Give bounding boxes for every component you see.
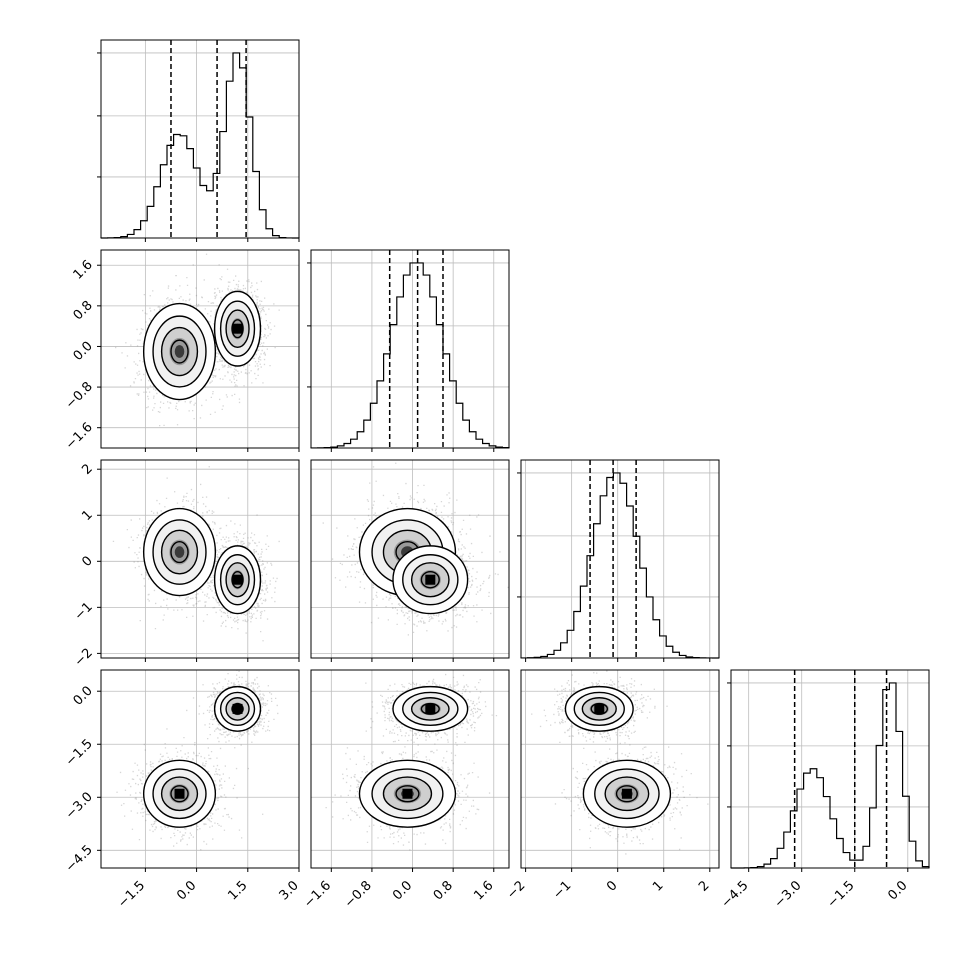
scatter-panel-2-0 — [100, 459, 300, 659]
panel-frame-1-0 — [100, 249, 300, 449]
contour-line-3-1-1-0 — [392, 685, 469, 732]
density-fill-2-0-0-4 — [174, 546, 185, 558]
contour-line-3-0-0-2 — [160, 776, 199, 812]
scatter-panel-3-1 — [310, 669, 510, 869]
contour-line-1-0-1-3 — [231, 319, 244, 339]
density-fill-1-0-0-4 — [174, 345, 185, 358]
contour-line-2-1-1-1 — [402, 554, 459, 606]
histogram-panel-0 — [97, 39, 300, 239]
contour-line-3-1-0-1 — [371, 768, 444, 820]
scatter-panel-3-0 — [100, 669, 300, 869]
contour-line-3-0-0-3 — [170, 785, 189, 803]
density-peak-3-2-0 — [621, 788, 632, 799]
histogram-series-3 — [730, 682, 930, 869]
contour-line-2-0-0-1 — [152, 519, 207, 585]
panel-frame-0-0 — [100, 39, 300, 239]
contour-line-3-1-0-0 — [358, 759, 457, 828]
panel-body-2-1 — [322, 462, 509, 636]
contour-line-3-2-0-0 — [582, 759, 672, 828]
contour-line-3-1-0-3 — [395, 785, 420, 803]
contour-line-3-1-0-2 — [382, 776, 433, 812]
panel-frame-3-1 — [310, 669, 510, 869]
contour-line-3-2-0-1 — [594, 768, 660, 820]
panel-frame-2-2 — [520, 459, 720, 659]
contour-line-1-0-1-0 — [213, 290, 262, 367]
panel-body-3-2 — [531, 670, 709, 855]
contour-line-1-0-0-2 — [160, 326, 199, 377]
contour-line-2-0-0-3 — [170, 541, 189, 564]
contour-line-2-1-1-2 — [410, 562, 450, 598]
contour-line-3-1-1-3 — [420, 702, 440, 715]
panel-frame-2-0 — [100, 459, 300, 659]
histogram-panel-2 — [517, 459, 720, 659]
density-peak-3-0-1 — [232, 703, 243, 714]
scatter-panel-1-0 — [100, 249, 300, 449]
panel-body-3-0 — [116, 670, 279, 851]
panel-frame-2-1 — [310, 459, 510, 659]
contour-line-1-0-1-1 — [219, 300, 256, 357]
density-peak-2-0-1 — [232, 574, 243, 585]
contour-line-3-2-1-0 — [564, 685, 634, 732]
panel-frame-3-2 — [520, 669, 720, 869]
contour-line-3-2-0-3 — [615, 785, 638, 803]
scatter-panel-2-1 — [310, 459, 510, 659]
contour-line-2-0-1-2 — [225, 562, 250, 598]
scatter-panel-3-2 — [520, 669, 720, 869]
contour-line-3-1-1-1 — [402, 691, 459, 727]
histogram-series-0 — [100, 52, 300, 239]
contour-line-3-2-1-3 — [590, 702, 609, 715]
contour-line-1-0-0-1 — [152, 315, 207, 388]
contour-line-3-0-1-3 — [231, 702, 244, 715]
panel-frame-1-1 — [310, 249, 510, 449]
contour-line-3-0-1-1 — [219, 691, 256, 727]
histogram-panel-3 — [727, 669, 930, 869]
panel-body-1-0 — [115, 253, 280, 427]
contour-line-3-0-1-2 — [225, 697, 250, 721]
contour-line-3-1-1-2 — [410, 697, 450, 721]
contour-line-1-0-0-3 — [170, 339, 189, 364]
histogram-series-2 — [520, 472, 720, 659]
contour-line-3-2-1-1 — [573, 691, 625, 727]
panel-frame-3-0 — [100, 669, 300, 869]
panel-body-2-0 — [112, 466, 280, 642]
histogram-panel-1 — [307, 249, 510, 449]
density-peak-3-1-1 — [425, 703, 436, 714]
density-peak-3-1-0 — [402, 788, 413, 799]
contour-line-1-0-0-0 — [142, 302, 217, 401]
panel-body-3-1 — [325, 673, 498, 851]
density-peak-1-0-1 — [232, 323, 243, 334]
contour-line-3-2-0-2 — [604, 776, 650, 812]
contour-line-3-2-1-2 — [581, 697, 617, 721]
contour-line-2-0-0-0 — [142, 507, 217, 597]
density-peak-2-1-1 — [425, 574, 436, 585]
histogram-series-1 — [310, 262, 510, 449]
density-peak-3-2-1 — [594, 703, 605, 714]
contour-line-2-0-0-2 — [160, 529, 199, 575]
contour-line-1-0-1-2 — [225, 309, 250, 349]
contour-line-3-0-0-0 — [142, 759, 217, 828]
density-peak-3-0-0 — [174, 788, 185, 799]
panel-frame-3-3 — [730, 669, 930, 869]
contour-line-2-0-1-1 — [219, 554, 256, 606]
contour-line-2-0-1-3 — [231, 570, 244, 589]
contour-line-2-0-1-0 — [213, 545, 262, 615]
contour-line-3-0-0-1 — [152, 768, 207, 820]
contour-line-2-1-1-0 — [392, 545, 469, 615]
contour-line-3-0-1-0 — [213, 685, 262, 732]
contour-line-2-1-1-3 — [420, 570, 440, 589]
